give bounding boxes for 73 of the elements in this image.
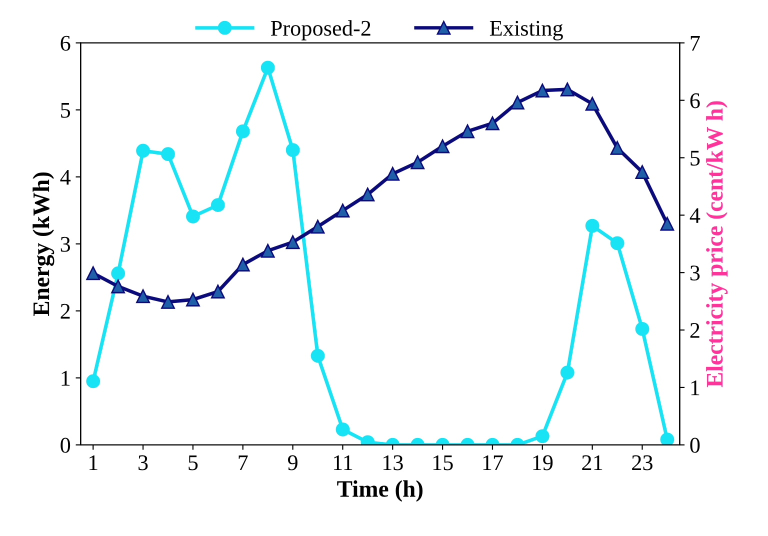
y-tick-label: 4: [60, 170, 71, 185]
point: [310, 348, 325, 363]
point: [186, 209, 200, 224]
x-tick-label: 13: [383, 455, 403, 470]
point: [161, 294, 175, 309]
y2-tick-label: 0: [690, 438, 700, 453]
point: [610, 236, 624, 250]
y2-axis-title: Electricity price (cent/kW h): [706, 101, 728, 388]
x-axis-title: Time (h): [337, 480, 423, 502]
point: [410, 155, 425, 170]
point: [210, 284, 225, 298]
y2-tick-label: 3: [690, 266, 700, 281]
point: [260, 60, 275, 75]
point: [635, 165, 650, 180]
point: [660, 216, 674, 231]
point: [111, 266, 126, 280]
x-tick-label: 11: [334, 455, 352, 470]
x-tick-label: 15: [433, 455, 453, 470]
point: [486, 116, 500, 130]
point: [210, 198, 225, 212]
point: [460, 124, 474, 138]
x-tick-label: 7: [238, 455, 248, 470]
point: [260, 244, 275, 258]
point: [585, 96, 600, 111]
y-tick-label: 1: [62, 370, 70, 386]
legend-label: Existing: [490, 20, 563, 40]
y-tick-label: 3: [60, 236, 70, 252]
point: [436, 139, 450, 154]
point: [635, 322, 650, 336]
y2-tick-label: 1: [691, 380, 700, 396]
point: [136, 144, 150, 158]
point: [336, 422, 350, 436]
y2-tick-label: 2: [690, 323, 700, 338]
y2-tick-label: 6: [690, 93, 700, 108]
point: [660, 432, 674, 445]
point: [286, 143, 300, 158]
point: [136, 289, 150, 304]
point: [236, 258, 250, 272]
x-tick-label: 21: [582, 455, 602, 470]
point: [186, 292, 200, 307]
point: [86, 374, 100, 388]
point: [360, 188, 375, 202]
point: [535, 84, 550, 98]
point: [310, 220, 325, 234]
point: [610, 141, 624, 155]
x-tick-label: 19: [533, 455, 553, 470]
point: [535, 429, 550, 444]
point: [86, 266, 100, 280]
y-tick-label: 0: [60, 438, 70, 453]
point: [286, 235, 300, 250]
y2-tick-label: 4: [690, 208, 700, 223]
x-tick-label: 17: [483, 455, 503, 470]
y-axis-title: Energy (kWh): [32, 172, 54, 316]
x-tick-label: 1: [90, 455, 98, 470]
point: [236, 124, 250, 138]
y-tick-label: 2: [60, 304, 70, 319]
x-tick-label: 9: [288, 455, 298, 470]
y-tick-label: 6: [60, 36, 70, 51]
x-tick-label: 5: [188, 455, 198, 470]
point: [585, 218, 600, 233]
y-tick-label: 5: [61, 103, 70, 118]
y2-tick-label: 5: [690, 150, 700, 166]
point: [386, 166, 400, 181]
point: [560, 82, 574, 96]
point: [510, 96, 524, 110]
point: [111, 279, 126, 294]
legend-label: Proposed-2: [270, 20, 370, 40]
point: [336, 204, 350, 218]
point: [161, 147, 175, 162]
x-tick-label: 3: [138, 455, 148, 470]
y2-tick-label: 7: [690, 36, 700, 51]
point: [560, 366, 574, 380]
x-tick-label: 23: [632, 455, 652, 470]
